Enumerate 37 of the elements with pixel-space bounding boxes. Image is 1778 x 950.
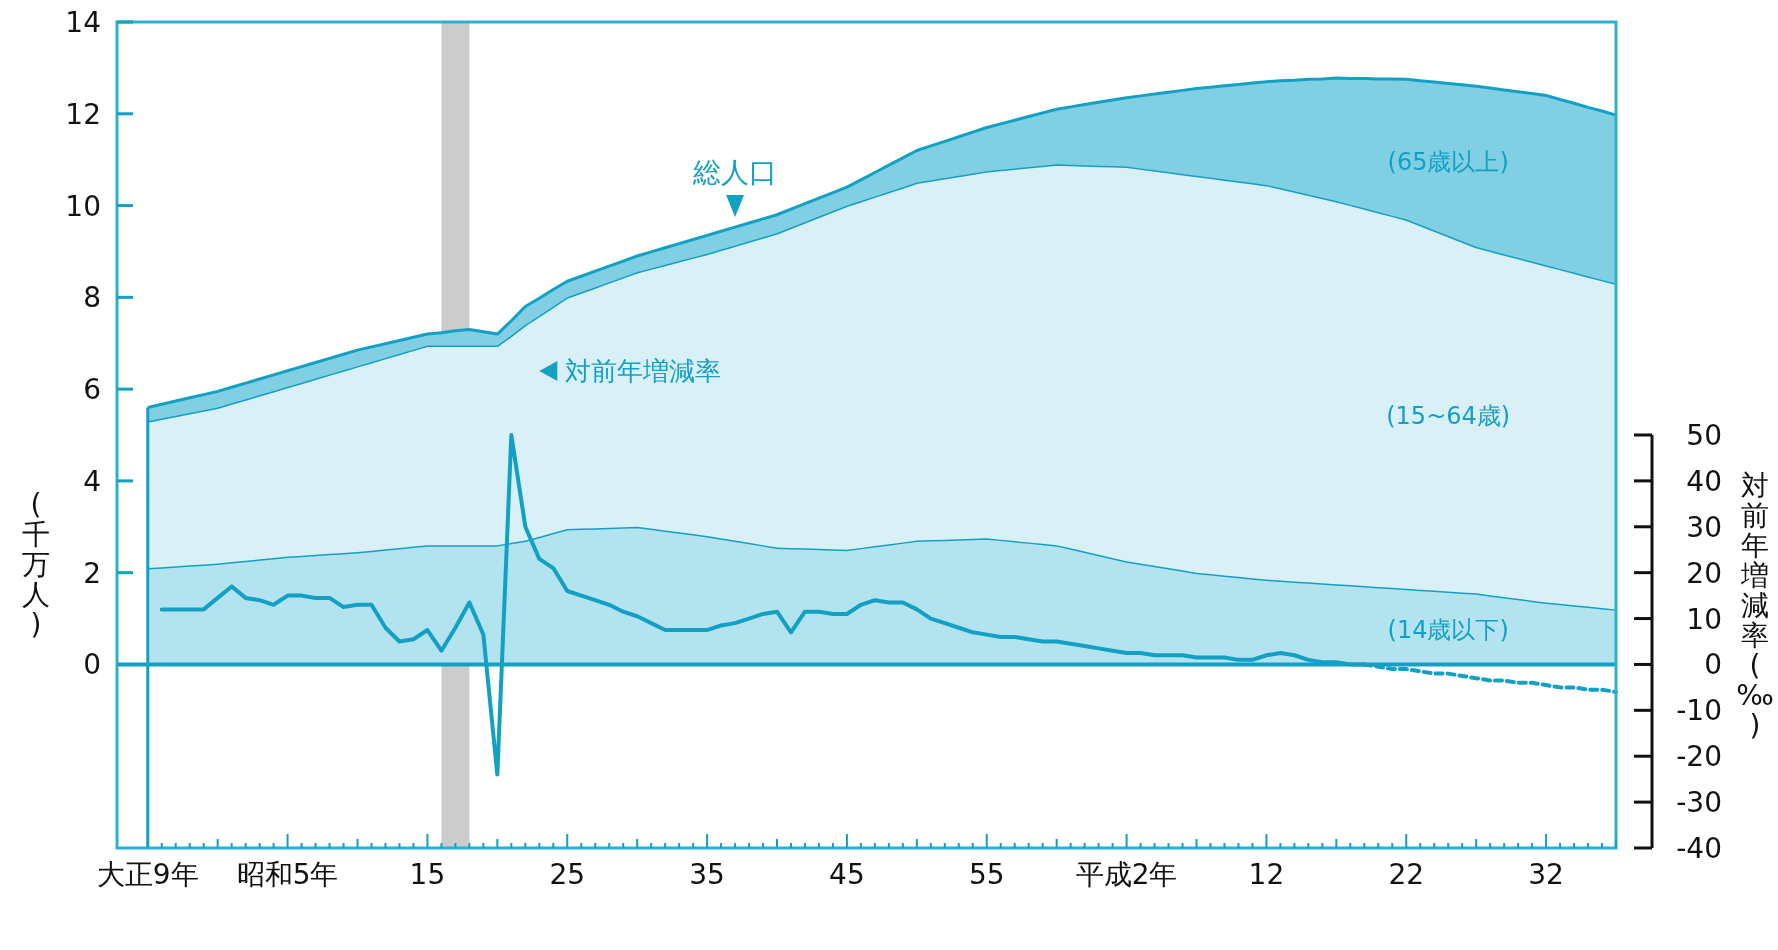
x-tick-label: 35 (689, 858, 725, 891)
y2-tick-label: -40 (1676, 832, 1722, 865)
y2-tick-label: 10 (1686, 602, 1722, 636)
y-tick-label: 2 (83, 556, 101, 590)
x-tick-label: 25 (549, 858, 586, 891)
x-tick-label: 12 (1248, 858, 1285, 891)
y2-tick-label: -10 (1676, 694, 1722, 728)
y-axis-title: (千万人) (22, 488, 50, 642)
x-tick-label: 大正9年 (96, 858, 199, 891)
text: 対前年増減率(‰) (1736, 469, 1774, 742)
x-tick-label: 22 (1388, 858, 1425, 891)
annotation: 総人口 (693, 156, 778, 218)
y2-tick-label: -20 (1676, 740, 1722, 774)
y2-tick-label: -30 (1676, 786, 1722, 820)
y-tick-label: 6 (83, 373, 101, 407)
y-tick-label: 12 (65, 97, 101, 131)
x-tick-label: 45 (829, 858, 865, 891)
y2-tick-label: 0 (1704, 648, 1722, 682)
y2-tick-label: 20 (1686, 556, 1722, 590)
x-tick-label: 平成2年 (1075, 858, 1178, 891)
y-tick-label: 8 (83, 281, 101, 315)
annotation: 総人口 (692, 156, 778, 190)
legend-label: 対前年増減率 (565, 356, 722, 386)
x-tick-label: 昭和5年 (236, 858, 339, 891)
x-tick-label: 55 (968, 858, 1005, 891)
y2-tick-label: 30 (1686, 510, 1722, 544)
y-tick-label: 10 (65, 189, 101, 223)
y-tick-label: 4 (83, 464, 101, 498)
series-label: (15~64歳) (1386, 401, 1511, 430)
y2-tick-label: 50 (1686, 419, 1722, 452)
x-tick-label: 15 (409, 858, 446, 891)
series-label: (14歳以下) (1387, 615, 1509, 644)
y-tick-label: 0 (83, 648, 101, 682)
y2-tick-label: 40 (1686, 464, 1722, 498)
series-label: (65歳以上) (1387, 147, 1509, 176)
y-tick-label: 14 (65, 6, 101, 39)
x-tick-label: 32 (1528, 858, 1564, 891)
